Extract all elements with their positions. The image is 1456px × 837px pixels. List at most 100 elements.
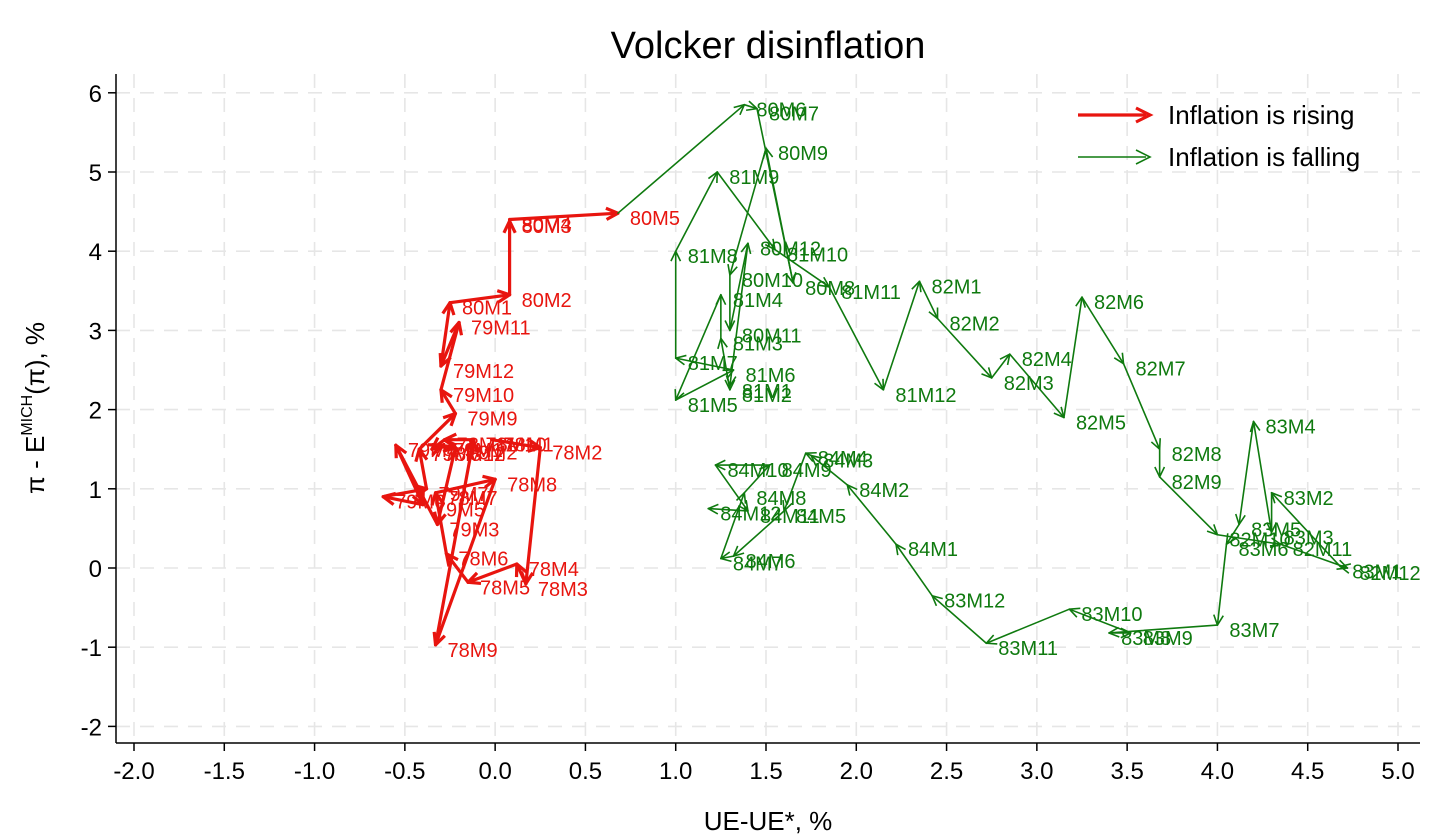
point-label: 82M2	[950, 314, 1000, 336]
series-layer	[381, 100, 1352, 647]
arrow-segment	[507, 211, 620, 222]
point-label: 81M2	[742, 385, 792, 407]
y-axis-label-main: π - E	[20, 436, 50, 494]
point-label: 84M12	[720, 504, 781, 526]
arrow-segment	[1158, 476, 1219, 536]
arrow-segment	[714, 464, 749, 512]
arrow-segment	[729, 147, 767, 276]
legend: Inflation is rising Inflation is falling	[1078, 100, 1360, 172]
x-tick-label: 2.5	[930, 758, 963, 785]
arrowhead	[1113, 352, 1125, 365]
arrow-segment	[1279, 543, 1349, 569]
point-label: 78M4	[529, 559, 579, 581]
point-label: 83M11	[998, 638, 1058, 660]
y-tick-label: -1	[81, 635, 102, 662]
x-tick-label: 2.0	[840, 758, 873, 785]
y-axis-label-tail: (π), %	[20, 322, 50, 395]
point-label: 84M5	[796, 506, 846, 528]
arrow-segment	[882, 280, 921, 391]
series-falling	[617, 100, 1352, 645]
y-axis-label: π - EMICH(π), %	[19, 322, 50, 494]
arrow-segment	[674, 171, 719, 252]
point-label: 79M10	[453, 385, 514, 407]
arrow-segment	[1216, 543, 1228, 626]
legend-arrowhead-falling	[1135, 149, 1152, 165]
arrow-segment	[765, 147, 794, 284]
arrow-segment	[990, 353, 1011, 379]
arrow-segment	[1270, 491, 1342, 568]
point-label: 84M9	[782, 460, 832, 482]
arrow-segment	[448, 293, 512, 305]
arrow-segment	[985, 608, 1071, 645]
point-label: 78M6	[458, 549, 508, 571]
point-label: 84M4	[818, 448, 868, 470]
point-label: 82M10	[1229, 530, 1290, 552]
point-label: 80M6	[756, 100, 806, 122]
arrow-segment	[732, 510, 785, 557]
arrow-segment	[439, 301, 452, 368]
y-tick-label: 6	[89, 81, 102, 108]
svg-text:π - EMICH(π), %: π - EMICH(π), %	[19, 322, 50, 494]
arrow-segment	[936, 317, 993, 379]
arrow-segment	[720, 337, 731, 391]
arrow-segment	[895, 543, 933, 597]
point-label: 82M8	[1172, 444, 1222, 466]
point-label: 80M9	[778, 143, 828, 165]
arrow-segment	[1063, 296, 1083, 419]
arrow-segment	[1008, 353, 1065, 419]
point-label: 80M12	[760, 238, 821, 260]
point-label: 83M5	[1251, 519, 1301, 541]
point-label: 82M3	[1004, 373, 1054, 395]
legend-label-rising: Inflation is rising	[1168, 100, 1354, 130]
arrow-segment	[828, 286, 885, 391]
point-label: 81M8	[688, 246, 738, 268]
point-label: 78M8	[507, 474, 557, 496]
point-label: 82M12	[1359, 563, 1420, 585]
point-label: 84M8	[756, 488, 806, 510]
point-label: 81M5	[688, 395, 738, 417]
point-label: 82M1	[931, 276, 981, 298]
point-label: 79M7	[439, 484, 489, 506]
legend-arrowhead-rising	[1135, 106, 1154, 124]
point-label: 81M3	[733, 333, 783, 355]
point-label: 78M3	[538, 579, 588, 601]
axis-layer: -2.0 -1.5 -1.0 -0.5 0.0 0.5 1.0 1.5 2.0 2.5 3.0 3.5…	[81, 74, 1420, 785]
arrow-segment	[931, 594, 988, 645]
arrow-segment	[466, 562, 519, 584]
point-label: 83M8	[1121, 628, 1171, 650]
y-tick-label: 0	[89, 556, 102, 583]
arrow-segment	[1252, 420, 1273, 534]
point-label: 79M9	[467, 409, 517, 431]
point-label: 81M10	[787, 245, 848, 267]
arrow-segment	[810, 454, 849, 486]
x-tick-label: -1.5	[204, 758, 245, 785]
point-label: 79M12	[453, 361, 514, 383]
arrow-segment	[674, 293, 722, 401]
x-tick-label: -0.5	[384, 758, 425, 785]
arrow-segment	[743, 464, 771, 494]
point-label: 83M2	[1284, 488, 1334, 510]
point-label: 80M2	[522, 290, 572, 312]
point-label: 84M11	[760, 506, 820, 528]
arrow-segment	[716, 171, 776, 251]
x-tick-label: 4.5	[1291, 758, 1324, 785]
point-label: 81M11	[841, 282, 901, 304]
point-label: 84M10	[727, 460, 788, 482]
point-label: 80M3	[522, 216, 572, 238]
arrow-segment	[489, 438, 542, 450]
arrow-segment	[774, 248, 831, 288]
x-tick-label: 1.5	[749, 758, 782, 785]
y-tick-label: 3	[89, 318, 102, 345]
point-label: 79M8	[431, 444, 481, 466]
point-label: 79M4	[408, 440, 458, 462]
arrow-segment	[720, 555, 735, 560]
point-label: 79M1	[453, 440, 503, 462]
point-label: 82M7	[1136, 359, 1186, 381]
point-label: 78M2	[552, 443, 602, 465]
point-label: 83M12	[944, 591, 1005, 613]
x-tick-label: -2.0	[113, 758, 154, 785]
arrow-segment	[1068, 608, 1132, 634]
arrow-segment	[1122, 362, 1161, 451]
